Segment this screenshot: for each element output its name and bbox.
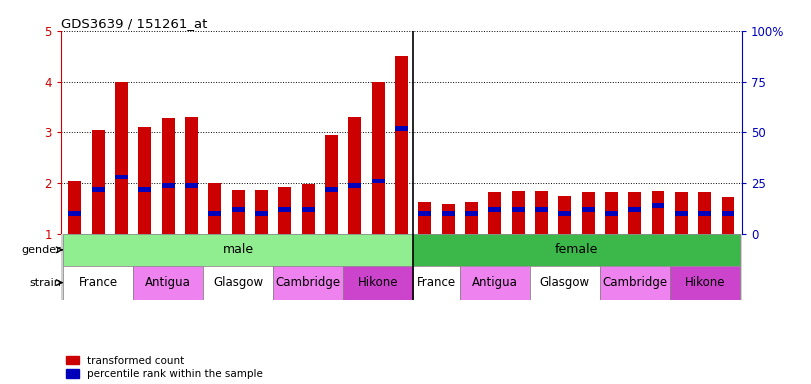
Legend: transformed count, percentile rank within the sample: transformed count, percentile rank withi… (66, 356, 263, 379)
Bar (558, 212, 571, 216)
Bar (133, 266, 203, 300)
Bar (63, 266, 133, 300)
Text: Hikone: Hikone (358, 276, 398, 289)
Bar (442, 204, 454, 234)
Bar (605, 212, 618, 216)
Bar (278, 187, 291, 234)
Bar (670, 266, 740, 300)
Bar (722, 197, 735, 234)
Bar (325, 187, 338, 192)
Bar (605, 192, 618, 234)
Bar (698, 212, 711, 216)
Bar (629, 192, 642, 234)
Bar (488, 192, 501, 234)
Bar (652, 191, 664, 234)
Bar (698, 192, 711, 234)
Bar (139, 187, 151, 192)
Text: Hikone: Hikone (684, 276, 725, 289)
Bar (722, 212, 735, 216)
Text: male: male (222, 243, 254, 257)
Text: strain: strain (29, 278, 61, 288)
Bar (675, 192, 688, 234)
Bar (371, 81, 384, 234)
Bar (413, 234, 740, 266)
Bar (232, 207, 245, 212)
Bar (255, 190, 268, 234)
Bar (349, 117, 361, 234)
Bar (535, 191, 548, 234)
Bar (278, 207, 291, 212)
Bar (255, 212, 268, 216)
Bar (395, 56, 408, 234)
Text: Cambridge: Cambridge (276, 276, 341, 289)
Text: Antigua: Antigua (472, 276, 517, 289)
Bar (185, 183, 198, 187)
Bar (418, 212, 431, 216)
Bar (208, 183, 221, 234)
Bar (581, 207, 594, 212)
Bar (512, 191, 525, 234)
Bar (161, 118, 174, 234)
Bar (442, 212, 454, 216)
Bar (68, 212, 81, 216)
Bar (92, 130, 105, 234)
Text: France: France (417, 276, 456, 289)
Bar (413, 266, 460, 300)
Bar (371, 179, 384, 184)
Bar (629, 207, 642, 212)
Bar (512, 207, 525, 212)
Bar (535, 207, 548, 212)
Bar (325, 135, 338, 234)
Bar (185, 117, 198, 234)
Bar (273, 266, 343, 300)
Bar (343, 266, 413, 300)
Bar (115, 175, 128, 179)
Bar (558, 196, 571, 234)
Bar (675, 212, 688, 216)
Bar (581, 192, 594, 234)
Bar (349, 183, 361, 187)
Text: Glasgow: Glasgow (539, 276, 590, 289)
Bar (115, 81, 128, 234)
Bar (465, 212, 478, 216)
Text: France: France (79, 276, 118, 289)
Bar (139, 127, 151, 234)
Bar (465, 202, 478, 234)
Bar (418, 202, 431, 234)
Bar (63, 234, 413, 266)
Bar (68, 180, 81, 234)
Bar (208, 212, 221, 216)
Text: GDS3639 / 151261_at: GDS3639 / 151261_at (61, 17, 207, 30)
Bar (652, 203, 664, 208)
Bar (203, 266, 273, 300)
Text: Antigua: Antigua (145, 276, 191, 289)
Bar (161, 183, 174, 187)
Bar (488, 207, 501, 212)
Text: gender: gender (21, 245, 61, 255)
Bar (600, 266, 670, 300)
Text: Cambridge: Cambridge (603, 276, 667, 289)
Bar (232, 190, 245, 234)
Bar (302, 207, 315, 212)
Bar (395, 126, 408, 131)
Bar (530, 266, 600, 300)
Bar (302, 184, 315, 234)
Bar (92, 187, 105, 192)
Text: female: female (555, 243, 598, 257)
Bar (460, 266, 530, 300)
Text: Glasgow: Glasgow (213, 276, 264, 289)
